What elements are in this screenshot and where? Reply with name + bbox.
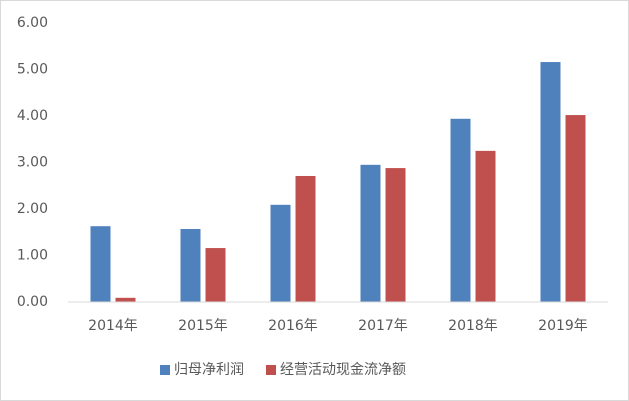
x-tick-label: 2018年 [448, 318, 498, 334]
bar [205, 248, 226, 302]
legend-label: 归母净利润 [174, 361, 244, 378]
legend-swatch [266, 365, 276, 375]
bar [565, 115, 586, 302]
x-tick-label: 2015年 [178, 318, 228, 334]
legend-label: 经营活动现金流净额 [280, 362, 406, 378]
bar [385, 168, 406, 302]
bar [295, 175, 316, 302]
bar [90, 226, 111, 302]
y-tick-label: 6.00 [17, 15, 48, 31]
bar [180, 228, 201, 302]
y-tick-label: 3.00 [17, 155, 48, 171]
bar [360, 164, 381, 302]
x-tick-label: 2017年 [358, 318, 408, 334]
x-tick-label: 2014年 [88, 318, 138, 334]
y-tick-label: 5.00 [17, 62, 48, 78]
y-tick-label: 4.00 [17, 108, 48, 124]
bar [540, 62, 561, 303]
bar [450, 118, 471, 302]
bar [475, 150, 496, 302]
y-tick-label: 1.00 [17, 248, 48, 264]
x-tick-label: 2016年 [268, 318, 318, 334]
bar [115, 297, 136, 302]
y-tick-label: 0.00 [17, 294, 48, 310]
x-tick-label: 2019年 [538, 318, 588, 334]
y-tick-label: 2.00 [17, 201, 48, 217]
legend-swatch [160, 365, 170, 375]
bar [270, 204, 291, 302]
